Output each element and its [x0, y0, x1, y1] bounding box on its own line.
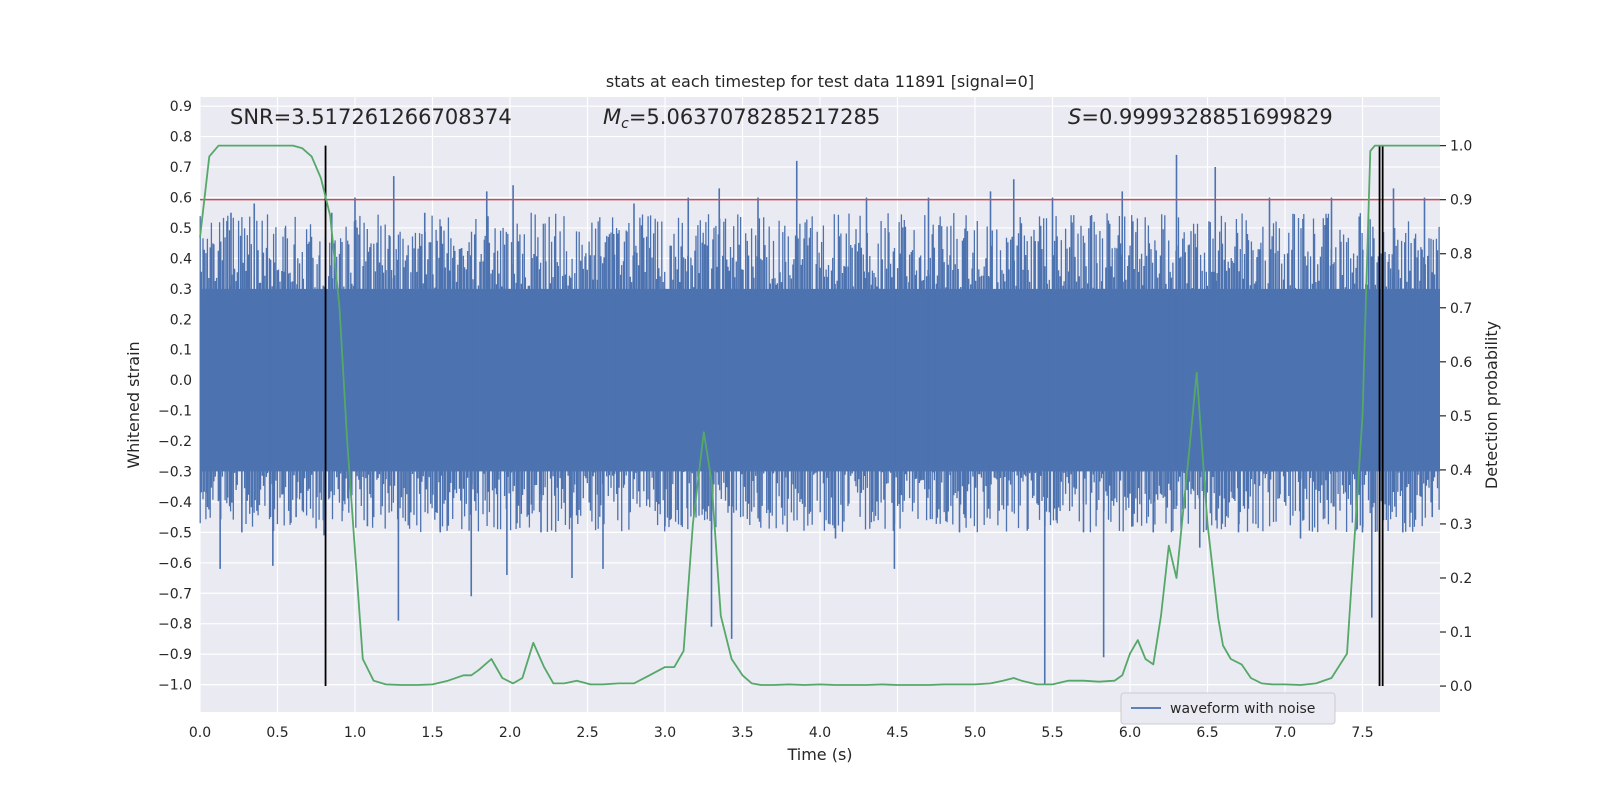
- y-tick-label: −0.4: [158, 495, 192, 511]
- y-tick-label: 0.8: [170, 130, 192, 146]
- x-tick-label: 7.5: [1351, 725, 1373, 741]
- y2-tick-label: 0.7: [1450, 301, 1472, 317]
- snr-annotation: SNR=3.517261266708374: [230, 105, 512, 129]
- y-tick-label: 0.1: [170, 343, 192, 359]
- y-tick-label: 0.2: [170, 312, 192, 328]
- overlay-lines: [200, 145, 1440, 687]
- x-tick-label: 3.5: [731, 725, 753, 741]
- x-tick-label: 2.0: [499, 725, 521, 741]
- y-axis-label: Whitened strain: [124, 341, 143, 468]
- y-tick-label: −0.8: [158, 617, 192, 633]
- y-tick-label: 0.9: [170, 99, 192, 115]
- x-tick-label: 4.5: [886, 725, 908, 741]
- y-tick-label: 0.4: [170, 251, 192, 267]
- x-tick-label: 0.5: [266, 725, 288, 741]
- x-tick-label: 3.0: [654, 725, 676, 741]
- x-axis-ticks: 0.0 0.5 1.0 1.5 2.0 2.5 3.0 3.5 4.0 4.5 5.0 5.5 6.0 6…: [189, 725, 1374, 741]
- x-axis-label: Time (s): [786, 745, 852, 764]
- chirp-mass-annotation: Mc=5.0637078285217285: [603, 105, 880, 132]
- y-tick-label: 0.5: [170, 221, 192, 237]
- x-tick-label: 2.5: [576, 725, 598, 741]
- y2-tick-label: 0.4: [1450, 463, 1472, 479]
- y-tick-label: −0.9: [158, 647, 192, 663]
- y2-tick-label: 0.9: [1450, 193, 1472, 209]
- y2-tick-label: 0.8: [1450, 247, 1472, 263]
- y2-tick-label: 0.1: [1450, 625, 1472, 641]
- legend-box: [1120, 692, 1336, 725]
- y-tick-label: −0.5: [158, 525, 192, 541]
- waveform-series: [199, 154, 1440, 685]
- x-tick-label: 5.5: [1041, 725, 1063, 741]
- legend: waveform with noise: [1120, 692, 1336, 725]
- x-tick-label: 0.0: [189, 725, 211, 741]
- probability-series: [199, 144, 1440, 686]
- y2-tick-label: 0.0: [1450, 679, 1472, 695]
- detection-probability-line: [199, 144, 1440, 686]
- y-tick-label: 0.6: [170, 190, 192, 206]
- y-tick-label: −0.1: [158, 404, 192, 420]
- y2-tick-label: 0.6: [1450, 355, 1472, 371]
- y-tick-label: −0.3: [158, 464, 192, 480]
- y2-axis-label: Detection probability: [1482, 321, 1501, 489]
- y-tick-label: 0.0: [170, 373, 192, 389]
- chart-title: stats at each timestep for test data 118…: [606, 72, 1034, 91]
- y2-tick-label: 0.2: [1450, 571, 1472, 587]
- y2-tick-label: 0.5: [1450, 409, 1472, 425]
- y-axis-ticks: 0.9 0.8 0.7 0.6 0.5 0.4 0.3 0.2 0.1 0.0 −0.1 −0.2 −0…: [158, 99, 192, 693]
- s-statistic-annotation: S=0.9999328851699829: [1068, 105, 1333, 129]
- x-tick-label: 6.5: [1196, 725, 1218, 741]
- y-tick-label: 0.3: [170, 282, 192, 298]
- x-tick-label: 7.0: [1274, 725, 1296, 741]
- y2-tick-label: 1.0: [1450, 139, 1472, 155]
- x-tick-label: 5.0: [964, 725, 986, 741]
- y-tick-label: −1.0: [158, 678, 192, 694]
- y-tick-label: 0.7: [170, 160, 192, 176]
- y-tick-label: −0.6: [158, 556, 192, 572]
- legend-waveform-label: waveform with noise: [1170, 701, 1315, 717]
- x-tick-label: 1.0: [344, 725, 366, 741]
- x-tick-label: 6.0: [1119, 725, 1141, 741]
- y2-tick-label: 0.3: [1450, 517, 1472, 533]
- y-tick-label: −0.7: [158, 586, 192, 602]
- y2-axis-ticks: 1.0 0.9 0.8 0.7 0.6 0.5 0.4 0.3 0.2 0.1 0.0: [1440, 139, 1472, 695]
- x-tick-label: 1.5: [421, 725, 443, 741]
- y-tick-label: −0.2: [158, 434, 192, 450]
- x-tick-label: 4.0: [809, 725, 831, 741]
- waveform-fine-noise: [199, 212, 1440, 533]
